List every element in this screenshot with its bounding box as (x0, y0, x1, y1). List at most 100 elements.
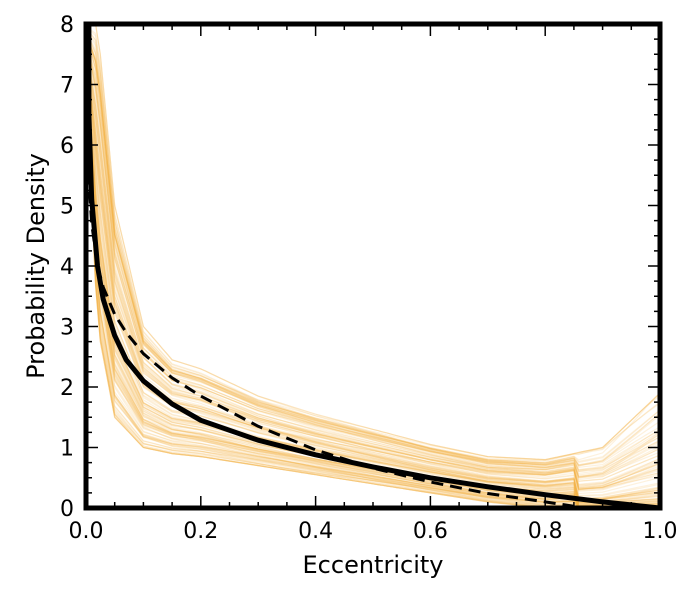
y-tick-label: 7 (60, 74, 74, 99)
sample-curve (86, 51, 660, 505)
sample-curve (86, 69, 660, 508)
sample-curve (86, 66, 660, 507)
sample-curve (86, 48, 660, 505)
sample-curve (86, 30, 660, 486)
sample-curve (86, 65, 660, 506)
sample-curve (86, 38, 660, 482)
sample-curve (86, 49, 660, 491)
y-tick-label: 2 (60, 376, 74, 401)
sample-curve (86, 72, 660, 508)
sample-curve (86, 79, 660, 508)
sample-curve (86, 34, 660, 461)
sample-curve (86, 24, 660, 461)
sample-curve (86, 81, 660, 508)
sample-curve (86, 58, 660, 507)
sample-curve (86, 24, 660, 478)
sample-curve (86, 42, 660, 488)
x-tick-label: 0.8 (528, 519, 563, 544)
sample-curve (86, 45, 660, 505)
tick-labels: 0.0 0.2 0.4 0.6 0.8 1.0 0 1 2 3 4 5 6 7 8 (60, 13, 678, 544)
sample-curve (86, 63, 660, 501)
sample-curve (86, 78, 660, 508)
sample-curve (86, 32, 660, 466)
sample-curve (86, 33, 660, 462)
sample-curve (86, 37, 660, 466)
sample-curve (86, 49, 660, 489)
y-tick-label: 4 (60, 255, 74, 280)
x-tick-label: 0.2 (183, 519, 218, 544)
plot-frame (83, 21, 663, 511)
sample-curve (86, 63, 660, 505)
sample-curve (86, 26, 660, 477)
sample-curve (86, 77, 660, 508)
sample-curve (86, 46, 660, 490)
y-tick-label: 3 (60, 316, 74, 341)
sample-curve (86, 28, 660, 462)
sample-curve (86, 32, 660, 476)
sample-curve (86, 78, 660, 508)
sample-curve (86, 61, 660, 504)
y-tick-label: 6 (60, 134, 74, 159)
sample-curve (86, 84, 660, 508)
sample-curve (86, 29, 660, 478)
sample-curve (86, 43, 660, 489)
sample-curve (86, 33, 660, 479)
sample-curve (86, 36, 660, 467)
sample-curve (86, 31, 660, 481)
y-tick-label: 1 (60, 437, 74, 462)
sample-curve (86, 82, 660, 508)
x-tick-label: 0.0 (69, 519, 104, 544)
sample-curve (86, 27, 660, 464)
plot-background (86, 24, 660, 508)
sample-curve (86, 45, 660, 495)
sample-curve (86, 58, 660, 504)
sample-curve (86, 53, 660, 487)
sample-curve (86, 70, 660, 508)
sample-curve (86, 49, 660, 490)
sample-curve (86, 84, 660, 508)
sample-curve (86, 25, 660, 471)
sample-curve (86, 39, 660, 488)
sample-curve (86, 70, 660, 508)
sample-curve (86, 83, 660, 508)
sample-curve (86, 48, 660, 500)
sample-curve (86, 33, 660, 467)
x-tick-label: 0.4 (298, 519, 333, 544)
y-tick-label: 8 (60, 13, 74, 38)
sample-curve (86, 57, 660, 502)
sample-curve (86, 27, 660, 464)
sample-curve (86, 60, 660, 503)
sample-curve (86, 50, 660, 501)
sample-curve (86, 42, 660, 483)
sample-curve (86, 38, 660, 498)
y-tick-label: 0 (60, 497, 74, 522)
sample-curve (86, 74, 660, 508)
sample-curve (86, 38, 660, 500)
sample-curve (86, 32, 660, 464)
sample-curve (86, 38, 660, 489)
sample-curve (86, 43, 660, 500)
x-axis-label: Eccentricity (303, 551, 444, 579)
sample-curve (86, 80, 660, 508)
sample-curve (86, 83, 660, 508)
sample-curve (86, 41, 660, 491)
sample-curve (86, 32, 660, 475)
sample-curve (86, 30, 660, 478)
sample-curve (86, 62, 660, 500)
sample-curve (86, 32, 660, 461)
sample-curve (86, 51, 660, 501)
fitted-curves (86, 24, 660, 508)
sample-curve (86, 33, 660, 473)
sample-curve (86, 28, 660, 472)
sample-curve (86, 43, 660, 492)
sample-curve (86, 60, 660, 503)
x-tick-label: 0.6 (413, 519, 448, 544)
sample-curve (86, 39, 660, 478)
sample-curve (86, 32, 660, 479)
sample-curve (86, 56, 660, 506)
sample-curve (86, 35, 660, 469)
sample-curve (86, 30, 660, 473)
sample-curve (86, 63, 660, 505)
y-tick-label: 5 (60, 195, 74, 220)
